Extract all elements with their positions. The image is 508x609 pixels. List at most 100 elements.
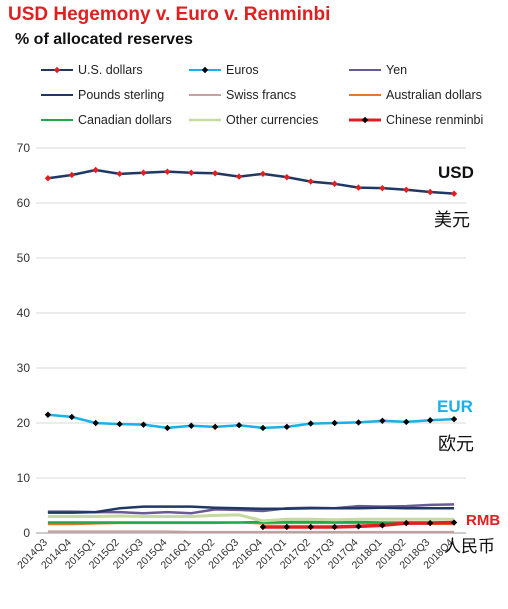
legend-swatch — [349, 69, 381, 71]
data-point — [426, 417, 434, 424]
data-point — [235, 422, 243, 429]
series-line — [47, 513, 455, 523]
legend-swatch — [349, 94, 381, 96]
legend-label: U.S. dollars — [78, 63, 143, 77]
rmb-label: RMB — [466, 512, 501, 529]
data-point — [235, 173, 243, 180]
y-tick-label: 0 — [23, 526, 30, 540]
series-line — [47, 520, 455, 524]
series-line — [47, 530, 455, 533]
legend-label: Chinese renminbi — [386, 113, 484, 127]
data-point — [379, 184, 386, 192]
data-point — [403, 418, 410, 426]
data-point — [92, 166, 99, 174]
data-point — [450, 415, 458, 423]
y-tick-label: 60 — [17, 196, 31, 210]
data-point — [403, 186, 410, 193]
legend-label: Other currencies — [226, 113, 319, 127]
legend-swatch — [189, 94, 221, 96]
data-point — [116, 170, 123, 178]
chart-title: USD Hegemony v. Euro v. Renminbi — [8, 4, 331, 25]
data-point — [426, 188, 434, 196]
legend-label: Euros — [226, 63, 259, 77]
y-tick-label: 10 — [17, 471, 31, 485]
legend-swatch — [41, 119, 73, 121]
legend-swatch — [41, 66, 73, 74]
series-lines — [47, 168, 455, 533]
legend-item: Yen — [348, 63, 407, 77]
data-point — [259, 170, 267, 178]
data-point — [140, 421, 147, 428]
data-point — [68, 171, 76, 179]
y-tick-label: 30 — [17, 361, 31, 375]
data-point — [307, 420, 314, 427]
data-point — [68, 413, 76, 421]
data-point — [307, 178, 314, 185]
legend-label: Yen — [386, 63, 408, 77]
data-point — [116, 420, 123, 428]
eur-label: EUR — [437, 397, 473, 416]
series-line — [47, 168, 455, 195]
usd-label: USD — [438, 163, 474, 182]
data-point — [140, 169, 147, 176]
data-point — [164, 168, 171, 175]
data-point — [92, 419, 99, 427]
data-point — [379, 522, 386, 529]
chart-subtitle: % of allocated reserves — [15, 31, 193, 48]
gridlines — [36, 147, 466, 534]
data-point — [164, 424, 171, 432]
rmb-chinese-label: 人民币 — [444, 537, 495, 556]
data-point — [188, 422, 195, 429]
legend-label: Swiss francs — [226, 88, 297, 102]
y-tick-labels: 0 10 20 30 40 50 60 70 — [17, 141, 31, 540]
data-point — [283, 423, 291, 431]
data-point — [259, 424, 267, 432]
data-point — [44, 411, 52, 418]
y-tick-label: 20 — [17, 416, 31, 430]
y-tick-label: 70 — [17, 141, 31, 155]
data-point — [331, 419, 338, 427]
series-markers — [44, 166, 458, 531]
data-point — [259, 523, 267, 531]
series-line — [47, 505, 455, 514]
legend-label: Pounds sterling — [78, 88, 165, 102]
data-point — [307, 523, 314, 531]
data-point — [426, 519, 434, 527]
data-point — [379, 417, 386, 424]
data-point — [355, 184, 362, 191]
legend-label: Canadian dollars — [78, 113, 172, 127]
data-point — [450, 519, 458, 526]
eur-chinese-label: 欧元 — [438, 434, 474, 454]
legend-item: Swiss francs — [188, 88, 296, 102]
x-tick-labels: 2014Q32014Q42015Q12015Q22015Q32015Q42016… — [15, 537, 456, 572]
legend-item: U.S. dollars — [40, 63, 143, 77]
y-tick-label: 50 — [17, 251, 31, 265]
legend-swatch — [349, 116, 381, 124]
y-tick-label: 40 — [17, 306, 31, 320]
data-point — [403, 519, 410, 527]
data-point — [283, 523, 291, 531]
data-point — [331, 523, 338, 531]
usd-chinese-label: 美元 — [434, 210, 470, 230]
data-point — [331, 180, 338, 187]
series-line — [47, 503, 455, 515]
legend-swatch — [189, 66, 221, 74]
data-point — [355, 419, 362, 426]
legend-swatch — [189, 118, 221, 122]
data-point — [283, 173, 291, 181]
data-point — [211, 170, 219, 177]
data-point — [450, 190, 458, 197]
legend-item: Australian dollars — [348, 88, 482, 102]
legend-item: Euros — [188, 63, 259, 77]
legend-item: Canadian dollars — [40, 113, 172, 127]
data-point — [44, 175, 52, 182]
legend-item: Pounds sterling — [40, 88, 164, 102]
data-point — [188, 169, 195, 176]
legend-swatch — [41, 94, 73, 96]
legend-item: Chinese renminbi — [348, 113, 483, 127]
legend-label: Australian dollars — [386, 88, 482, 102]
data-point — [355, 523, 362, 530]
legend-item: Other currencies — [188, 113, 318, 127]
data-point — [211, 423, 219, 431]
